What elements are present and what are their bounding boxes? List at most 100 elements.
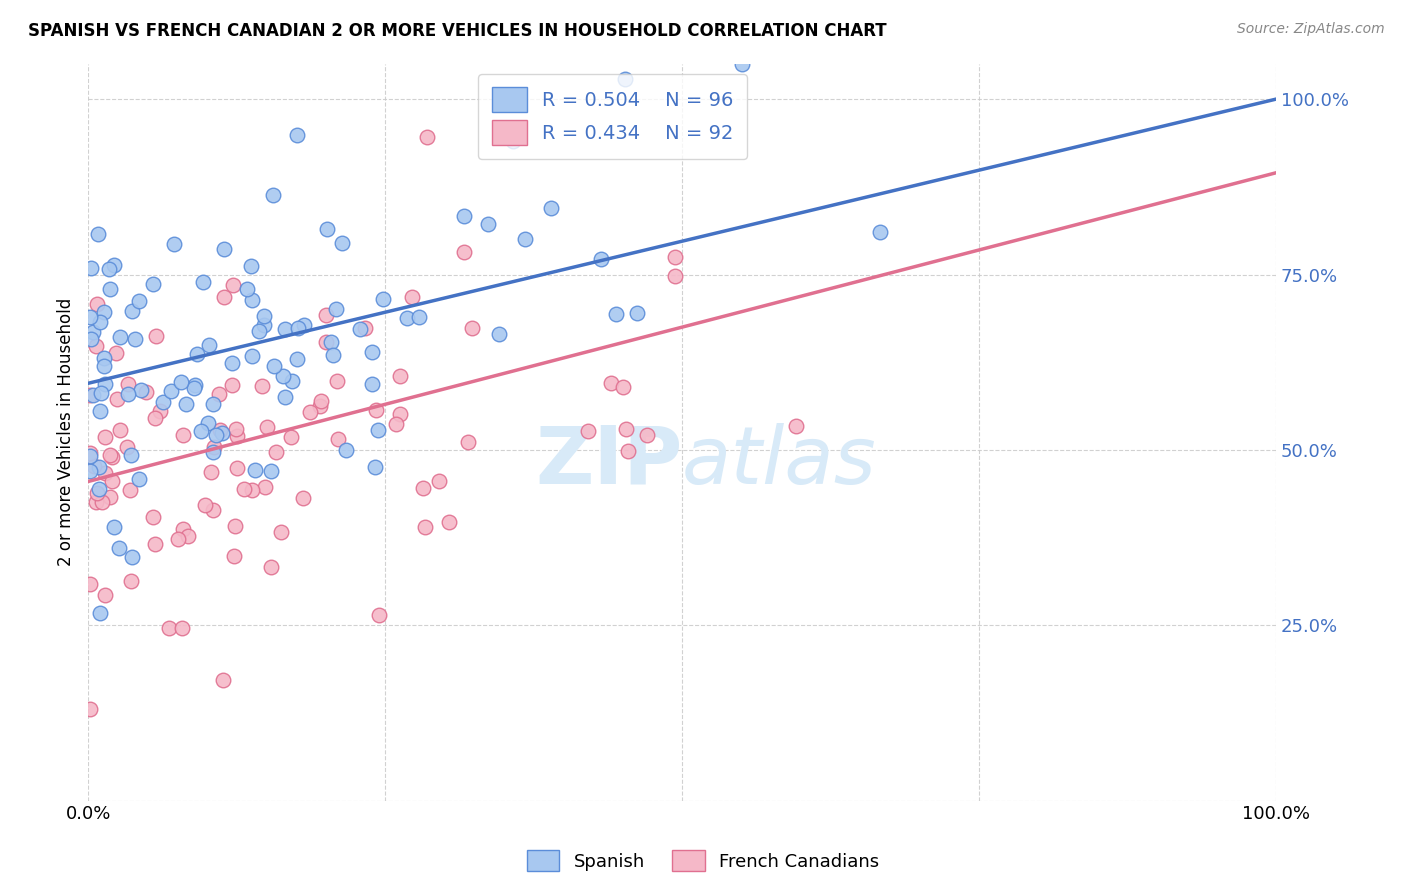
Point bbox=[163, 237, 186, 252]
Point bbox=[118, 483, 141, 497]
Point bbox=[247, 324, 270, 338]
Point bbox=[364, 459, 387, 474]
Point bbox=[263, 359, 285, 373]
Point bbox=[186, 347, 208, 361]
Point bbox=[349, 322, 371, 336]
Point bbox=[225, 421, 247, 435]
Point bbox=[104, 346, 127, 360]
Point bbox=[389, 369, 412, 384]
Point bbox=[502, 134, 524, 148]
Point bbox=[89, 404, 111, 418]
Point bbox=[115, 440, 138, 454]
Point bbox=[117, 387, 139, 401]
Point bbox=[103, 520, 125, 534]
Point bbox=[105, 392, 128, 406]
Point bbox=[79, 464, 101, 478]
Point bbox=[93, 351, 115, 365]
Point bbox=[90, 386, 112, 401]
Point bbox=[142, 277, 165, 292]
Point bbox=[103, 259, 125, 273]
Point bbox=[367, 423, 389, 437]
Point bbox=[129, 383, 152, 397]
Point bbox=[120, 448, 142, 462]
Point bbox=[207, 387, 229, 401]
Point bbox=[93, 430, 115, 444]
Point bbox=[211, 426, 233, 441]
Point bbox=[135, 384, 157, 399]
Point bbox=[82, 387, 104, 401]
Point bbox=[266, 445, 288, 459]
Point bbox=[731, 57, 754, 71]
Point bbox=[614, 72, 637, 87]
Point bbox=[453, 209, 475, 223]
Point bbox=[280, 429, 302, 443]
Point bbox=[325, 302, 347, 317]
Point bbox=[198, 337, 221, 351]
Point bbox=[245, 463, 267, 477]
Point bbox=[437, 515, 460, 529]
Point bbox=[457, 435, 479, 450]
Point bbox=[83, 458, 105, 473]
Point bbox=[121, 549, 143, 564]
Point bbox=[408, 310, 430, 325]
Point bbox=[273, 390, 295, 404]
Point bbox=[89, 315, 111, 329]
Text: SPANISH VS FRENCH CANADIAN 2 OR MORE VEHICLES IN HOUSEHOLD CORRELATION CHART: SPANISH VS FRENCH CANADIAN 2 OR MORE VEH… bbox=[28, 22, 887, 40]
Point bbox=[205, 427, 228, 442]
Point bbox=[460, 321, 482, 335]
Point bbox=[576, 424, 599, 438]
Point bbox=[194, 498, 217, 512]
Point bbox=[87, 482, 110, 496]
Point bbox=[89, 606, 111, 620]
Point bbox=[626, 306, 648, 320]
Point bbox=[101, 474, 124, 488]
Point bbox=[145, 329, 167, 343]
Point bbox=[371, 292, 394, 306]
Point bbox=[222, 278, 245, 293]
Point bbox=[240, 259, 263, 273]
Point bbox=[368, 608, 391, 623]
Point bbox=[232, 482, 254, 496]
Point bbox=[166, 532, 188, 546]
Point bbox=[174, 397, 197, 411]
Point bbox=[285, 352, 308, 367]
Point bbox=[254, 480, 277, 494]
Point bbox=[79, 310, 101, 324]
Point bbox=[240, 349, 263, 363]
Point bbox=[361, 377, 384, 392]
Point bbox=[360, 345, 382, 359]
Point bbox=[79, 387, 101, 401]
Point bbox=[86, 486, 108, 500]
Point bbox=[91, 495, 114, 509]
Y-axis label: 2 or more Vehicles in Household: 2 or more Vehicles in Household bbox=[58, 298, 75, 566]
Point bbox=[259, 560, 281, 574]
Point bbox=[80, 260, 103, 275]
Point bbox=[170, 375, 193, 389]
Point bbox=[98, 448, 121, 462]
Point bbox=[128, 472, 150, 486]
Legend: R = 0.504    N = 96, R = 0.434    N = 92: R = 0.504 N = 96, R = 0.434 N = 92 bbox=[478, 74, 747, 159]
Point bbox=[353, 321, 375, 335]
Point bbox=[86, 296, 108, 310]
Point bbox=[201, 444, 224, 458]
Point bbox=[94, 588, 117, 602]
Point bbox=[292, 491, 315, 505]
Point bbox=[93, 305, 115, 319]
Point bbox=[124, 332, 146, 346]
Point bbox=[98, 261, 121, 276]
Point bbox=[222, 549, 245, 563]
Point bbox=[160, 384, 183, 398]
Point bbox=[330, 236, 353, 251]
Point bbox=[250, 379, 273, 393]
Point bbox=[225, 429, 247, 443]
Point bbox=[80, 332, 103, 346]
Point bbox=[221, 378, 243, 392]
Point bbox=[540, 201, 562, 215]
Point bbox=[299, 405, 322, 419]
Point bbox=[145, 537, 167, 551]
Point bbox=[212, 242, 235, 256]
Point bbox=[87, 459, 110, 474]
Point bbox=[600, 376, 623, 391]
Point bbox=[415, 130, 437, 145]
Point bbox=[142, 509, 165, 524]
